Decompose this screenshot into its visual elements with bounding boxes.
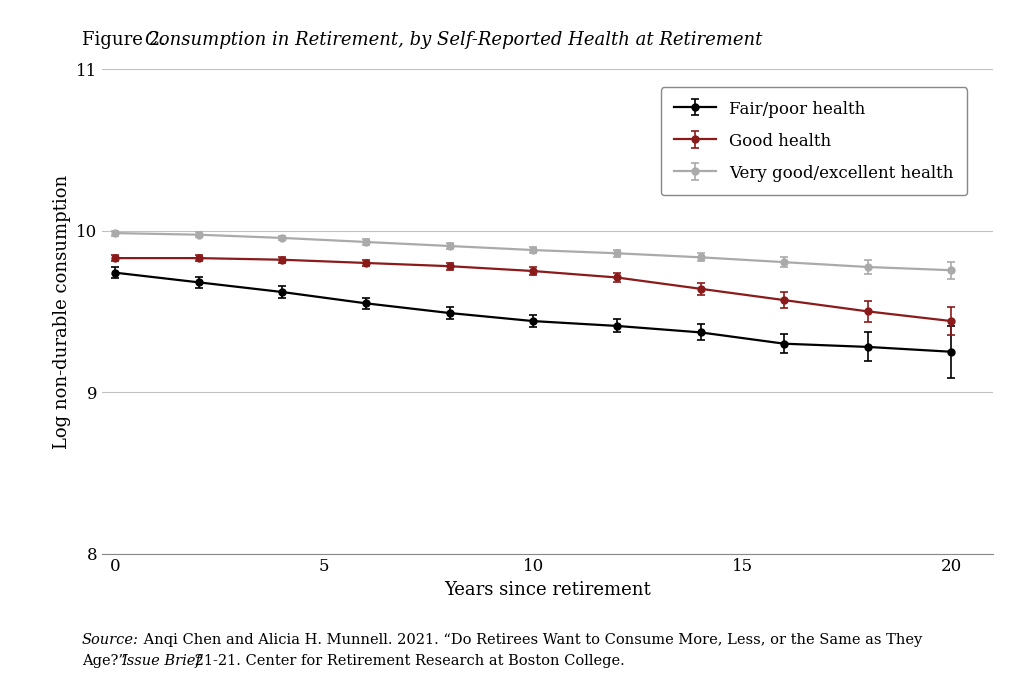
X-axis label: Years since retirement: Years since retirement (444, 581, 651, 599)
Y-axis label: Log non-durable consumption: Log non-durable consumption (52, 174, 71, 448)
Text: Anqi Chen and Alicia H. Munnell. 2021. “Do Retirees Want to Consume More, Less, : Anqi Chen and Alicia H. Munnell. 2021. “… (139, 633, 923, 647)
Text: Issue Brief: Issue Brief (121, 654, 201, 668)
Text: Age?”: Age?” (82, 654, 130, 668)
Legend: Fair/poor health, Good health, Very good/excellent health: Fair/poor health, Good health, Very good… (662, 87, 967, 195)
Text: 21-21. Center for Retirement Research at Boston College.: 21-21. Center for Retirement Research at… (190, 654, 626, 668)
Text: Source:: Source: (82, 633, 139, 647)
Text: Figure 2.: Figure 2. (82, 31, 172, 49)
Text: Consumption in Retirement, by Self-Reported Health at Retirement: Consumption in Retirement, by Self-Repor… (145, 31, 763, 49)
